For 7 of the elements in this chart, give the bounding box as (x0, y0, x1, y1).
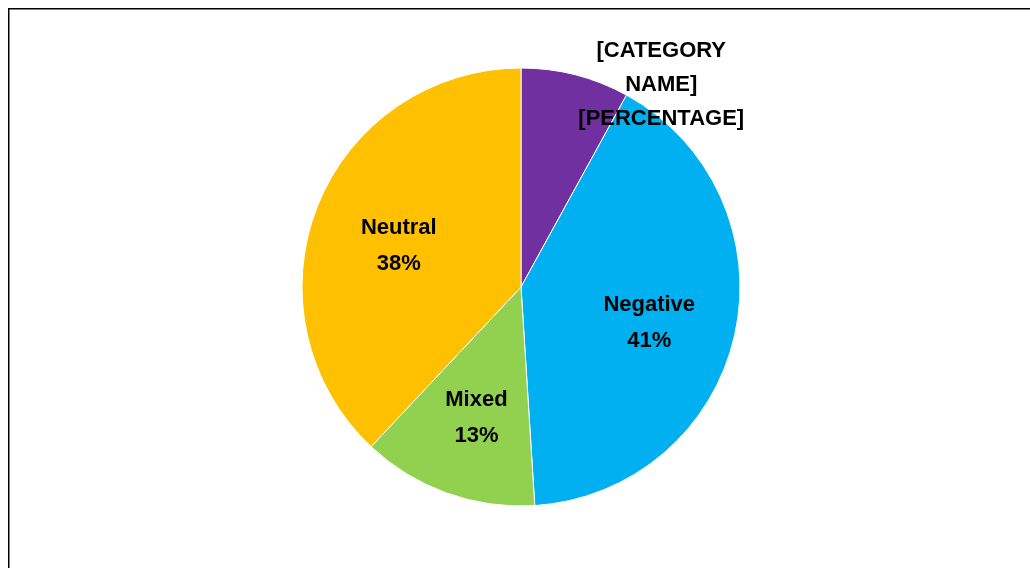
data-label: 38% (376, 250, 421, 276)
slice-label: Mixed (445, 386, 508, 412)
slice-label: Negative (603, 291, 696, 317)
data-label: 13% (454, 422, 499, 448)
slice-label: Neutral (360, 214, 437, 240)
slice-label: [CATEGORY NAME] (596, 37, 727, 97)
data-label: 41% (627, 327, 672, 353)
